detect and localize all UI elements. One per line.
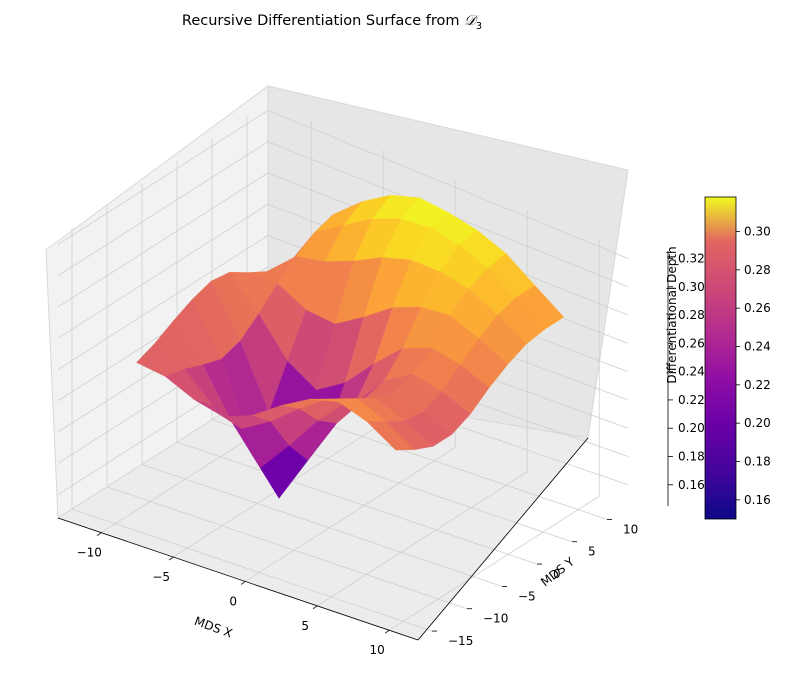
grid-y-floor	[71, 508, 433, 632]
grid-x-floor	[316, 471, 528, 607]
z-tick-label: 0.20	[678, 421, 705, 435]
colorbar-tick-label: 0.18	[744, 455, 771, 469]
grid-x-floor	[244, 447, 456, 582]
y-tick-label: 5	[588, 545, 596, 559]
y-tick-label: −10	[483, 612, 508, 626]
z-tick-label: 0.30	[678, 280, 705, 294]
colorbar	[704, 196, 737, 520]
x-tick-label: 10	[370, 643, 385, 657]
y-tick-label: −5	[518, 589, 536, 603]
y-tick-label: −15	[448, 634, 473, 648]
x-tick	[168, 556, 174, 561]
grid-z-back	[267, 110, 629, 259]
z-axis-label: Differentiational Depth	[665, 246, 679, 383]
z-tick-label: 0.22	[678, 393, 705, 407]
y-tick-label: 0	[553, 567, 561, 581]
x-tick	[240, 581, 246, 585]
z-tick-label: 0.26	[678, 336, 705, 350]
colorbar-tick-label: 0.22	[744, 378, 771, 392]
grid-y-floor	[141, 464, 503, 587]
z-tick-label: 0.16	[678, 478, 705, 492]
grid-y-floor	[176, 441, 538, 565]
z-tick-label: 0.28	[678, 308, 705, 322]
chart-title: Recursive Differentiation Surface from 𝒟…	[182, 13, 482, 32]
surface-patch	[366, 421, 416, 451]
grid-z-left	[57, 110, 269, 245]
grid-z-left	[57, 172, 269, 308]
y-tick-labels: −15 −10 −5 0 5 10	[432, 519, 638, 648]
colorbar-tick-label: 0.26	[744, 301, 771, 315]
z-tick-label: 0.24	[678, 365, 705, 379]
grid-x-floor	[388, 495, 600, 631]
grid-y-floor	[106, 486, 468, 610]
grid-z-left	[57, 141, 269, 277]
x-tick	[96, 532, 102, 536]
x-tick-label: −5	[152, 570, 170, 584]
x-tick-labels: −10 −5 0 5 10	[77, 532, 390, 657]
colorbar-tick-label: 0.20	[744, 416, 771, 430]
x-tick-label: 5	[301, 619, 309, 633]
colorbar-ticks: 0.16 0.18 0.20 0.22 0.24 0.26 0.28 0.30	[736, 225, 771, 507]
x-axis-line	[57, 517, 419, 641]
surface-mesh	[136, 194, 565, 499]
axis-lines	[57, 251, 669, 641]
grid-z-left	[57, 203, 269, 339]
z-tick-label: 0.18	[678, 449, 705, 463]
y-axis-line	[417, 437, 589, 641]
z-tick-labels: 0.16 0.18 0.20 0.22 0.24 0.26 0.28 0.30 0.32	[668, 251, 705, 492]
x-tick	[384, 629, 390, 634]
colorbar-tick-label: 0.24	[744, 340, 771, 354]
x-tick	[312, 605, 318, 610]
y-axis-label: MDS Y	[538, 554, 577, 589]
x-axis-label: MDS X	[193, 614, 235, 641]
x-tick-label: −10	[77, 546, 102, 560]
colorbar-tick-label: 0.30	[744, 225, 771, 239]
x-tick-label: 0	[229, 594, 237, 608]
colorbar-tick-label: 0.28	[744, 263, 771, 277]
y-tick-label: 10	[623, 522, 638, 536]
z-tick-label: 0.32	[678, 251, 705, 265]
grid-z-left	[57, 235, 269, 370]
colorbar-tick-label: 0.16	[744, 493, 771, 507]
